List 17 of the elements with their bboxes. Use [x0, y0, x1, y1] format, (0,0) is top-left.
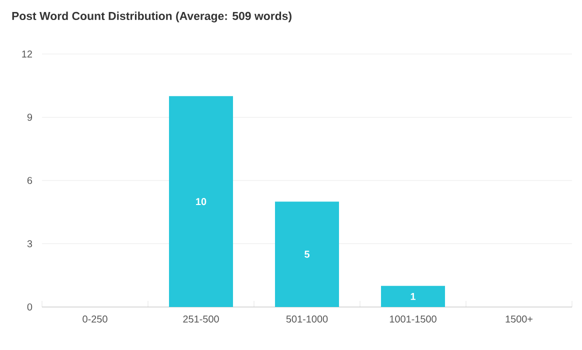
y-tick-label: 9: [27, 114, 32, 121]
x-tick-label: 1500+: [506, 316, 532, 323]
bar: [381, 286, 445, 307]
data-label: 10: [196, 198, 206, 206]
x-tick-label: 501-1000: [286, 316, 328, 323]
data-label: 5: [304, 250, 310, 258]
x-tick-label: 0-250: [82, 316, 108, 323]
y-tick-label: 12: [22, 50, 32, 58]
chart-title: Post Word Count Distribution (Average: 509 words): [12, 12, 292, 22]
y-tick-label: 3: [27, 240, 32, 248]
x-tick-label: 1001-1500: [390, 316, 436, 323]
x-tick-label: 251-500: [183, 316, 219, 323]
bar: [169, 96, 233, 307]
y-tick-label: 6: [27, 176, 32, 184]
y-tick-label: 0: [27, 303, 32, 311]
data-label: 1: [410, 293, 416, 300]
bar: [275, 202, 339, 307]
